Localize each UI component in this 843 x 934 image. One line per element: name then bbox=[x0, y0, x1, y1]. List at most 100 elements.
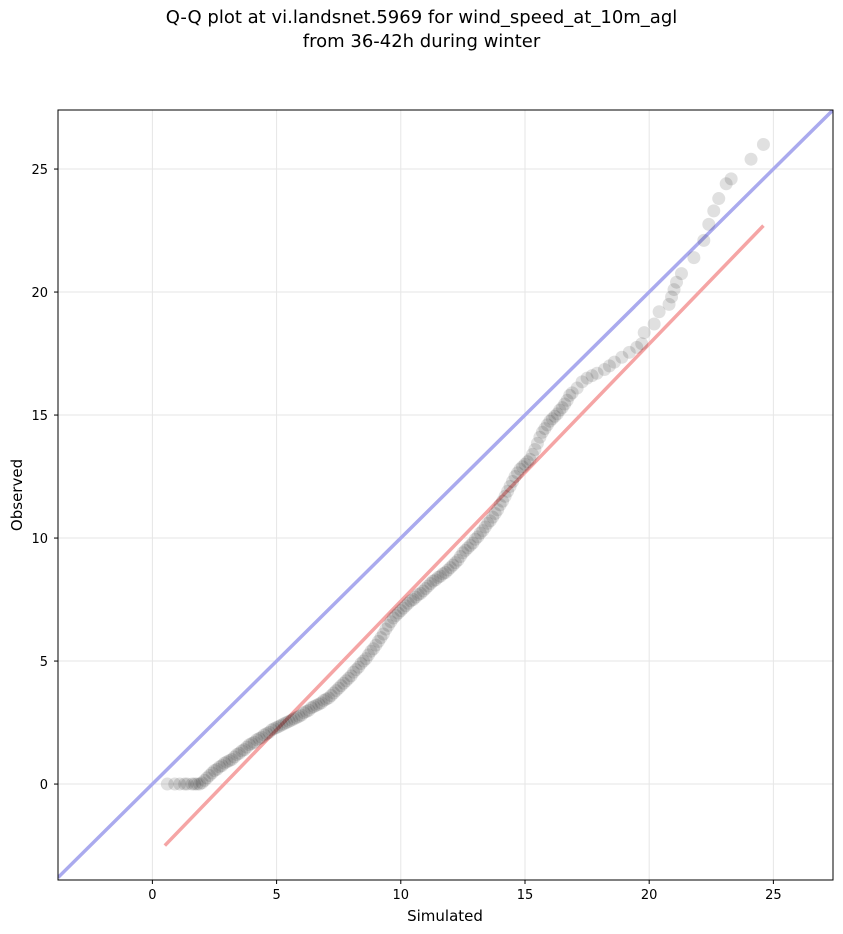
data-point bbox=[448, 556, 462, 570]
data-point bbox=[168, 777, 182, 791]
data-point bbox=[667, 283, 681, 297]
chart-title: Q-Q plot at vi.landsnet.5969 for wind_sp… bbox=[165, 7, 678, 28]
data-point bbox=[207, 764, 221, 778]
y-axis-label: Observed bbox=[8, 459, 26, 531]
y-tick-label: 5 bbox=[40, 655, 48, 670]
data-point bbox=[548, 409, 562, 423]
data-point bbox=[424, 577, 438, 591]
data-point bbox=[719, 177, 733, 191]
data-point bbox=[545, 412, 559, 426]
data-point bbox=[265, 723, 279, 737]
data-point bbox=[391, 606, 405, 620]
data-point bbox=[443, 561, 457, 575]
data-point bbox=[349, 663, 363, 677]
data-point bbox=[498, 489, 512, 503]
data-point bbox=[513, 462, 527, 476]
data-point bbox=[508, 470, 522, 484]
data-point bbox=[203, 768, 217, 782]
data-point bbox=[307, 700, 321, 714]
data-point bbox=[334, 679, 348, 693]
data-point bbox=[401, 596, 415, 610]
data-point bbox=[232, 746, 246, 760]
data-point bbox=[468, 532, 482, 546]
data-point bbox=[322, 691, 336, 705]
data-point bbox=[590, 366, 604, 380]
data-point bbox=[630, 340, 644, 354]
data-point bbox=[277, 717, 291, 731]
data-point bbox=[602, 359, 616, 373]
data-point bbox=[439, 565, 452, 579]
data-point bbox=[304, 701, 318, 715]
y-tick-label: 15 bbox=[31, 409, 48, 424]
data-point bbox=[419, 581, 433, 595]
data-point bbox=[409, 590, 423, 604]
data-point bbox=[262, 725, 276, 739]
x-axis-ticks: 0 5 10 15 20 25 bbox=[148, 880, 782, 903]
data-point bbox=[190, 777, 204, 791]
data-point bbox=[481, 516, 495, 530]
data-point bbox=[426, 574, 440, 588]
data-point bbox=[525, 447, 539, 461]
data-point bbox=[563, 388, 577, 402]
data-point bbox=[267, 722, 281, 736]
data-point bbox=[446, 558, 460, 572]
y-tick-label: 10 bbox=[31, 532, 48, 547]
data-point bbox=[379, 622, 393, 636]
data-point bbox=[272, 719, 286, 733]
grid-lines bbox=[58, 110, 833, 880]
y-tick-label: 25 bbox=[31, 163, 48, 178]
data-point bbox=[637, 326, 651, 340]
data-point bbox=[555, 401, 569, 415]
data-point bbox=[252, 732, 266, 746]
y-tick-label: 20 bbox=[31, 286, 48, 301]
data-point bbox=[396, 601, 410, 615]
data-point bbox=[702, 217, 716, 231]
data-point bbox=[342, 671, 356, 685]
data-point bbox=[240, 740, 254, 754]
data-point bbox=[309, 698, 323, 712]
data-point bbox=[414, 586, 428, 600]
data-point bbox=[503, 479, 517, 493]
data-point bbox=[282, 714, 296, 728]
data-point bbox=[324, 688, 338, 702]
data-point bbox=[188, 777, 202, 791]
data-point bbox=[580, 371, 594, 385]
x-tick-label: 15 bbox=[517, 888, 534, 903]
data-point bbox=[496, 494, 510, 508]
data-point bbox=[337, 676, 351, 690]
data-point bbox=[245, 736, 259, 750]
data-point bbox=[461, 541, 475, 555]
data-point bbox=[222, 754, 236, 768]
data-point bbox=[180, 777, 194, 791]
data-point bbox=[386, 611, 400, 625]
data-point bbox=[329, 684, 343, 698]
data-point bbox=[473, 526, 487, 540]
data-point bbox=[250, 733, 264, 747]
data-point bbox=[451, 553, 465, 567]
fit-line bbox=[163, 224, 765, 847]
data-point bbox=[275, 718, 289, 732]
data-point bbox=[756, 137, 770, 151]
data-point bbox=[332, 681, 346, 695]
data-point bbox=[476, 524, 490, 538]
data-point bbox=[674, 267, 688, 281]
data-point bbox=[543, 414, 557, 428]
data-point bbox=[366, 642, 380, 656]
data-point bbox=[744, 152, 758, 166]
data-point bbox=[518, 457, 532, 471]
data-point bbox=[647, 317, 661, 331]
data-point bbox=[411, 588, 425, 602]
data-point bbox=[160, 777, 174, 791]
chart-subtitle: from 36-42h during winter bbox=[302, 31, 541, 52]
data-point bbox=[302, 703, 316, 717]
data-point bbox=[255, 730, 269, 744]
data-point bbox=[416, 584, 430, 598]
x-tick-label: 5 bbox=[272, 888, 280, 903]
data-point bbox=[185, 777, 199, 791]
data-point bbox=[501, 484, 515, 498]
data-point bbox=[506, 474, 520, 488]
data-point bbox=[511, 466, 525, 480]
plot-frame bbox=[57, 109, 834, 881]
x-tick-label: 0 bbox=[148, 888, 156, 903]
